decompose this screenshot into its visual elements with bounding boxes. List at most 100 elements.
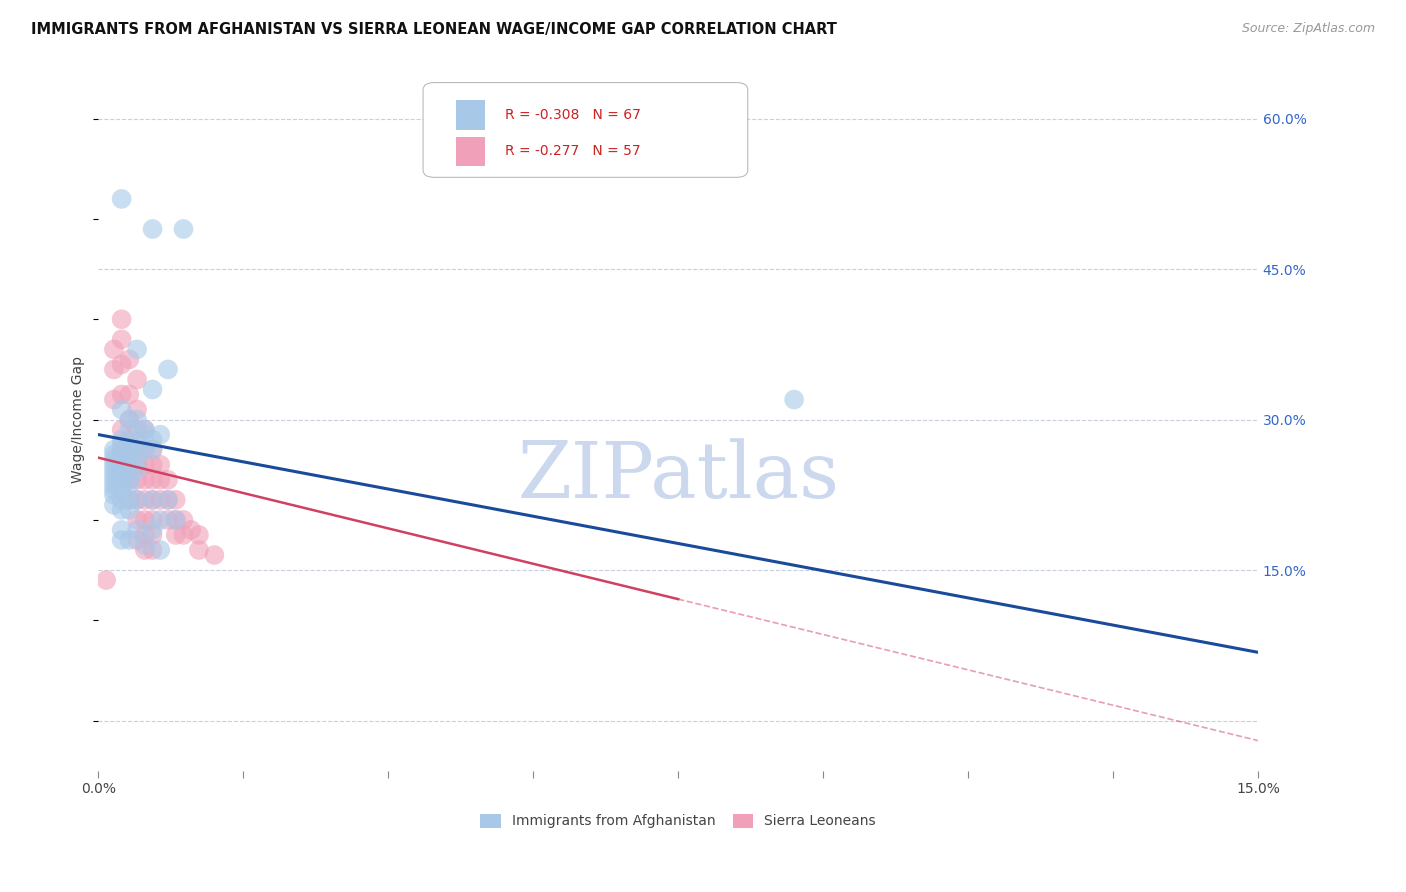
Point (103, 477, 125, 491)
Point (103, 442, 125, 457)
Point (118, 448, 141, 462)
Point (111, 448, 134, 462)
Point (118, 438, 141, 452)
Point (141, 383, 163, 397)
Point (165, 528, 187, 542)
Point (118, 458, 141, 472)
Point (156, 492, 179, 507)
Point (783, 392, 806, 407)
Point (149, 492, 172, 507)
Point (111, 483, 134, 497)
Point (125, 533, 148, 547)
Point (125, 442, 148, 457)
Point (141, 222, 163, 236)
Point (134, 427, 156, 442)
Point (111, 492, 134, 507)
Point (103, 498, 125, 512)
Point (118, 352, 141, 367)
Point (111, 438, 134, 452)
Point (118, 412, 141, 426)
Point (103, 392, 125, 407)
Point (103, 483, 125, 497)
Point (96, 573, 118, 587)
Point (111, 358, 134, 372)
Point (125, 343, 148, 357)
Point (134, 458, 156, 472)
Point (134, 442, 156, 457)
Point (172, 528, 194, 542)
Text: R = -0.277   N = 57: R = -0.277 N = 57 (505, 145, 641, 159)
Point (103, 488, 125, 502)
Point (149, 543, 172, 558)
Point (141, 473, 163, 487)
Point (103, 452, 125, 467)
Point (125, 412, 148, 426)
Point (118, 492, 141, 507)
Point (149, 458, 172, 472)
Point (202, 548, 225, 562)
Point (118, 412, 141, 426)
Point (141, 458, 163, 472)
Point (111, 433, 134, 447)
Point (111, 423, 134, 437)
Point (141, 442, 163, 457)
Point (149, 427, 172, 442)
Point (134, 442, 156, 457)
Point (111, 463, 134, 477)
Point (134, 473, 156, 487)
Point (125, 402, 148, 417)
Point (118, 387, 141, 401)
Point (103, 362, 125, 376)
Point (125, 458, 148, 472)
Point (118, 463, 141, 477)
Point (111, 467, 134, 482)
Point (141, 433, 163, 447)
FancyBboxPatch shape (456, 136, 485, 166)
Point (125, 492, 148, 507)
Point (187, 543, 209, 558)
Point (111, 387, 134, 401)
Point (141, 492, 163, 507)
Point (111, 503, 134, 517)
Point (125, 452, 148, 467)
Point (172, 222, 194, 236)
Point (111, 402, 134, 417)
Point (111, 473, 134, 487)
Point (118, 533, 141, 547)
Point (111, 477, 134, 491)
Point (103, 473, 125, 487)
Point (134, 528, 156, 542)
Point (111, 442, 134, 457)
Point (156, 362, 179, 376)
Point (165, 492, 187, 507)
Point (134, 543, 156, 558)
Point (141, 523, 163, 537)
Point (141, 442, 163, 457)
Text: Source: ZipAtlas.com: Source: ZipAtlas.com (1241, 22, 1375, 36)
Point (103, 448, 125, 462)
Point (118, 442, 141, 457)
Point (134, 423, 156, 437)
Point (118, 458, 141, 472)
Point (118, 473, 141, 487)
Point (125, 372, 148, 386)
Point (125, 492, 148, 507)
FancyBboxPatch shape (423, 83, 748, 178)
Point (118, 477, 141, 491)
Point (141, 543, 163, 558)
Point (156, 473, 179, 487)
Point (103, 463, 125, 477)
Point (103, 467, 125, 482)
Point (125, 513, 148, 527)
Legend: Immigrants from Afghanistan, Sierra Leoneans: Immigrants from Afghanistan, Sierra Leon… (475, 808, 882, 834)
Point (125, 523, 148, 537)
FancyBboxPatch shape (456, 100, 485, 129)
Text: IMMIGRANTS FROM AFGHANISTAN VS SIERRA LEONEAN WAGE/INCOME GAP CORRELATION CHART: IMMIGRANTS FROM AFGHANISTAN VS SIERRA LE… (31, 22, 837, 37)
Point (118, 433, 141, 447)
Point (125, 423, 148, 437)
Point (125, 433, 148, 447)
Point (149, 513, 172, 527)
Point (125, 473, 148, 487)
Point (111, 192, 134, 206)
Point (187, 528, 209, 542)
